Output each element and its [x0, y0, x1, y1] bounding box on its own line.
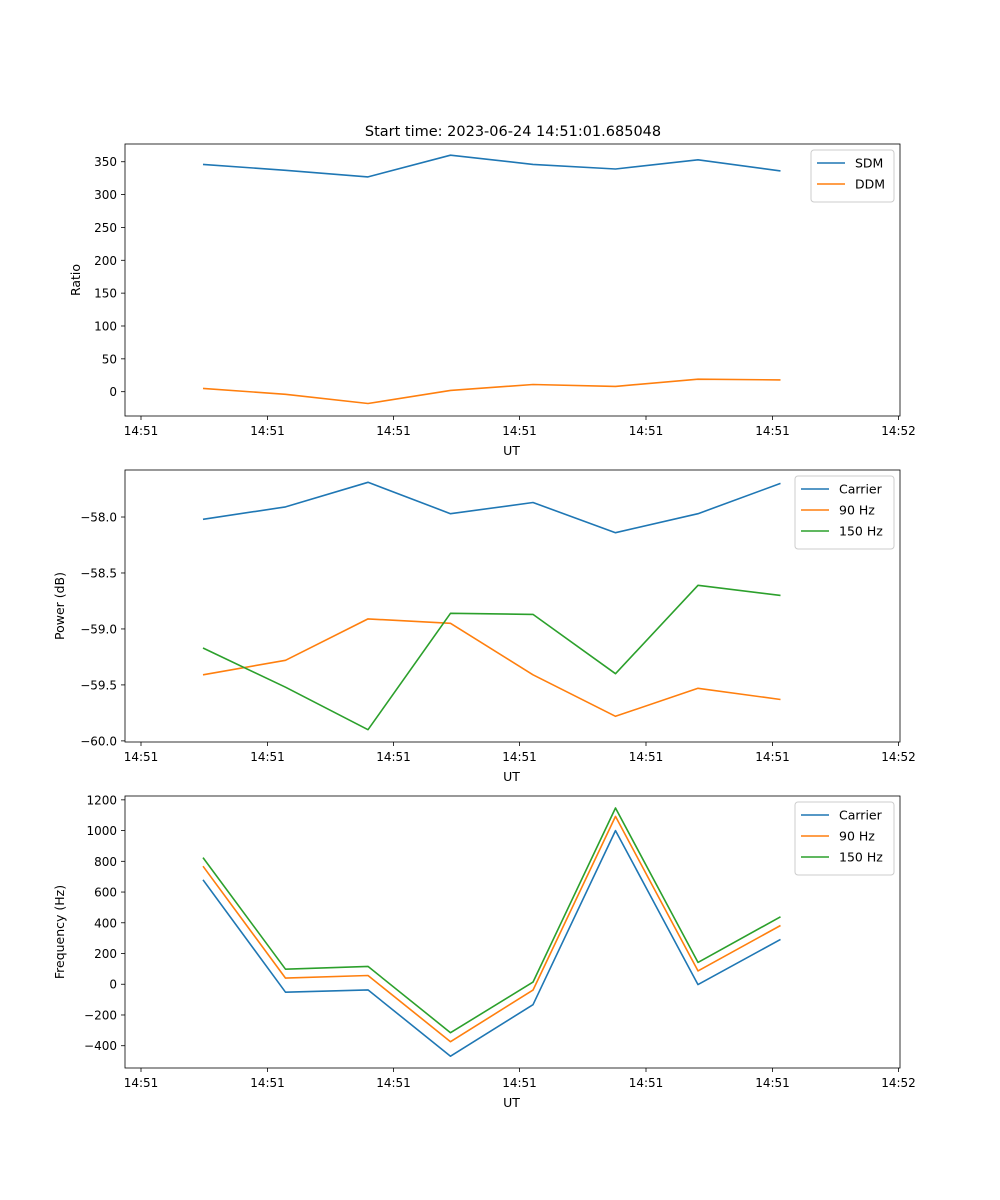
y-tick-label: −400	[84, 1039, 117, 1053]
x-tick-label: 14:51	[124, 424, 159, 438]
y-tick-label: 600	[94, 886, 117, 900]
legend-label: 90 Hz	[839, 503, 875, 518]
x-tick-label: 14:51	[629, 424, 664, 438]
series-line-150-hz	[202, 807, 781, 1034]
y-tick-label: 0	[109, 385, 117, 399]
chart-title: Start time: 2023-06-24 14:51:01.685048	[365, 124, 661, 140]
x-tick-label: 14:51	[250, 424, 285, 438]
legend-label: 150 Hz	[839, 524, 883, 539]
series-line-150-hz	[202, 584, 781, 731]
x-axis-label: UT	[503, 1095, 520, 1110]
legend-label: DDM	[855, 177, 885, 192]
subplot-1: 14:51 14:51 14:51 14:51 14:51 14:51 14:52 0 50 10…	[68, 143, 916, 458]
series-line-90-hz	[202, 815, 781, 1043]
axes-frame	[124, 469, 901, 743]
axes-frame	[124, 795, 901, 1069]
x-tick-label: 14:51	[502, 424, 537, 438]
series-line-sdm	[202, 154, 781, 178]
y-tick-label: 50	[102, 352, 117, 366]
series-line-carrier	[202, 829, 781, 1057]
legend-label: 90 Hz	[839, 829, 875, 844]
x-tick-label: 14:51	[502, 750, 537, 764]
x-tick-label: 14:51	[376, 1076, 411, 1090]
y-tick-label: −59.0	[80, 622, 117, 636]
legend-label: SDM	[855, 156, 883, 171]
y-tick-label: 200	[94, 947, 117, 961]
y-tick-label: 1200	[86, 793, 117, 807]
y-tick-label: 100	[94, 319, 117, 333]
x-tick-label: 14:51	[250, 1076, 285, 1090]
y-axis-label: Power (dB)	[52, 572, 67, 640]
y-tick-label: 300	[94, 188, 117, 202]
series-line-ddm	[202, 378, 781, 405]
y-axis-label: Frequency (Hz)	[52, 885, 67, 979]
x-tick-label: 14:51	[755, 750, 790, 764]
y-tick-label: 400	[94, 916, 117, 930]
series-line-carrier	[202, 481, 781, 534]
y-tick-label: 200	[94, 254, 117, 268]
x-tick-label: 14:51	[629, 750, 664, 764]
y-tick-label: 800	[94, 855, 117, 869]
x-axis-label: UT	[503, 443, 520, 458]
x-tick-label: 14:51	[502, 1076, 537, 1090]
x-tick-label: 14:51	[376, 750, 411, 764]
x-tick-label: 14:51	[124, 1076, 159, 1090]
x-tick-label: 14:51	[629, 1076, 664, 1090]
y-tick-label: −200	[84, 1008, 117, 1022]
legend: Carrier 90 Hz 150 Hz	[794, 475, 895, 550]
x-tick-label: 14:52	[881, 1076, 916, 1090]
legend-label: Carrier	[839, 808, 883, 823]
x-tick-label: 14:51	[755, 424, 790, 438]
x-tick-label: 14:51	[124, 750, 159, 764]
y-tick-label: 1000	[86, 824, 117, 838]
y-tick-label: −58.0	[80, 511, 117, 525]
y-tick-label: −59.5	[80, 678, 117, 692]
x-tick-label: 14:51	[250, 750, 285, 764]
series-line-90-hz	[202, 618, 781, 718]
y-tick-label: 250	[94, 221, 117, 235]
y-tick-label: −60.0	[80, 734, 117, 748]
subplot-2: 14:51 14:51 14:51 14:51 14:51 14:51 14:52 −60.0…	[52, 469, 916, 784]
x-tick-label: 14:51	[755, 1076, 790, 1090]
legend-label: 150 Hz	[839, 850, 883, 865]
y-tick-label: −58.5	[80, 566, 117, 580]
x-tick-label: 14:52	[881, 424, 916, 438]
y-tick-label: 0	[109, 978, 117, 992]
x-axis-label: UT	[503, 769, 520, 784]
axes-frame	[124, 143, 901, 417]
y-tick-label: 150	[94, 287, 117, 301]
legend: SDM DDM	[810, 149, 895, 203]
y-axis-label: Ratio	[68, 264, 83, 296]
y-tick-label: 350	[94, 155, 117, 169]
x-tick-label: 14:51	[376, 424, 411, 438]
x-tick-label: 14:52	[881, 750, 916, 764]
legend-label: Carrier	[839, 482, 883, 497]
legend: Carrier 90 Hz 150 Hz	[794, 801, 895, 876]
subplot-3: 14:51 14:51 14:51 14:51 14:51 14:51 14:52 −400 −…	[52, 793, 916, 1110]
